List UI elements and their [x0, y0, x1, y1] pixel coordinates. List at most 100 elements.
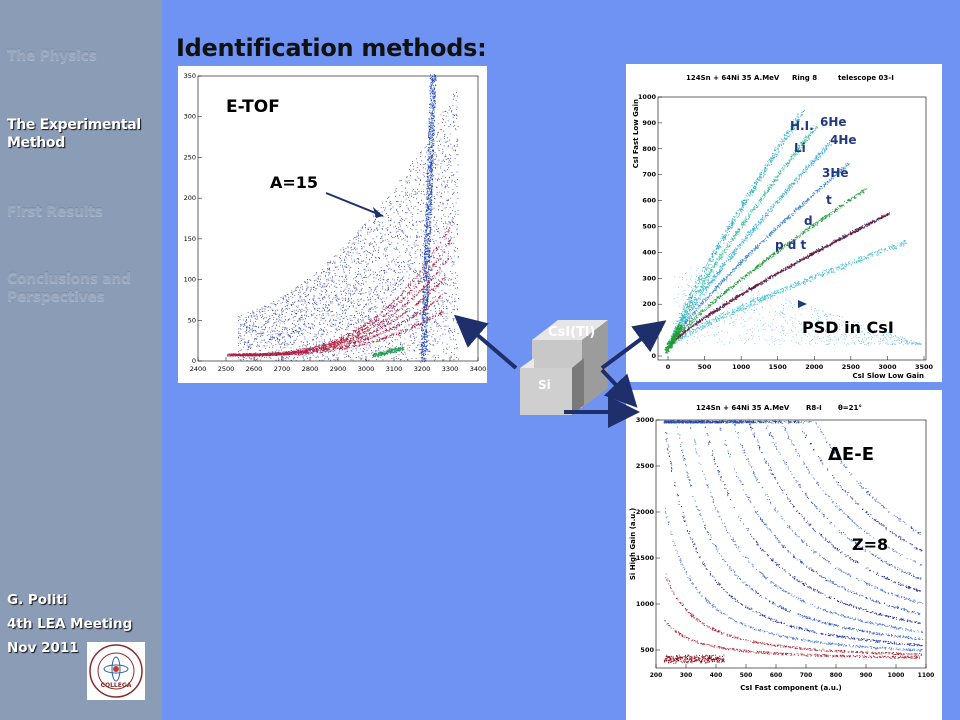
psd-y-tick-9: 900	[642, 119, 656, 127]
dee-x-tick-6: 800	[830, 672, 843, 679]
dee-ylabel: Si High Gain (a.u.)	[629, 508, 637, 580]
dee-x-tick-0: 200	[650, 672, 663, 679]
dee-x-tick-9: 1100	[918, 672, 935, 679]
psd-label-li: Li	[794, 141, 806, 155]
page-title: Identification methods:	[176, 34, 487, 62]
etof-y-tick-4: 200	[184, 194, 196, 202]
psd-header-ring: Ring 8	[792, 74, 817, 82]
psd-y-tick-6: 600	[642, 197, 656, 205]
psd-label-he4: 4He	[830, 133, 857, 147]
dee-header-run: R8-I	[806, 404, 822, 412]
dee-header-reaction: 124Sn + 64Ni 35 A.MeV	[696, 404, 790, 412]
dee-y-tick-2: 1500	[636, 554, 655, 562]
etof-x-tick-9: 3300	[442, 365, 459, 373]
dee-x-tick-5: 700	[800, 672, 813, 679]
psd-x-tick-2: 1000	[732, 363, 751, 371]
psd-y-tick-8: 800	[642, 145, 656, 153]
psd-frame	[657, 96, 927, 361]
psd-plot: 124Sn + 64Ni 35 A.MeV Ring 8 telescope 03-…	[626, 64, 942, 382]
psd-y-tick-7: 700	[642, 171, 656, 179]
etof-annotation-arrowhead	[373, 207, 383, 218]
dee-x-tick-7: 900	[860, 672, 873, 679]
etof-x-tick-4: 2800	[302, 365, 319, 373]
detector-diagram	[453, 314, 667, 428]
dee-z-band-2	[665, 573, 922, 656]
csi-label: CsI(Tl)	[548, 325, 596, 340]
psd-band-1	[668, 109, 805, 347]
psd-label-d: d	[804, 214, 813, 228]
etof-y-tick-6: 300	[184, 113, 196, 121]
psd-x-tick-3: 1500	[769, 363, 788, 371]
psd-y-tick-4: 400	[642, 248, 656, 256]
etof-scatter	[238, 92, 459, 362]
psd-y-tick-10: 1000	[638, 93, 657, 101]
etof-y-tick-7: 350	[184, 72, 196, 80]
nav-the-physics[interactable]: The Physics	[7, 48, 97, 64]
dee-low-cluster	[663, 654, 725, 664]
etof-y-tick-2: 100	[184, 276, 196, 284]
etof-x-tick-8: 3200	[414, 365, 431, 373]
dee-x-tick-8: 1000	[888, 672, 905, 679]
dee-z-band-4	[665, 431, 923, 647]
psd-x-tick-0: 0	[666, 363, 671, 371]
psd-x-tick-7: 3500	[915, 363, 934, 371]
etof-x-tick-6: 3000	[358, 365, 375, 373]
detector-block	[520, 320, 608, 415]
dee-z-band-6	[664, 420, 923, 633]
nav-first-results[interactable]: First Results	[7, 204, 103, 220]
main-content: Identification methods: 2400 2500 2600 2700…	[162, 0, 960, 720]
psd-x-tick-6: 3000	[878, 363, 897, 371]
psd-label-he3: 3He	[822, 166, 849, 180]
psd-band-3	[668, 140, 834, 346]
etof-y-tick-3: 150	[184, 235, 196, 243]
dee-label: ΔE-E	[828, 444, 874, 465]
dee-y-tick-4: 2500	[636, 462, 655, 470]
dee-xlabel: CsI Fast component (a.u.)	[740, 684, 841, 692]
psd-gamma-scatter	[673, 267, 922, 346]
nav-experimental-method[interactable]: The Experimental Method	[7, 117, 141, 151]
etof-label: E-TOF	[226, 97, 280, 117]
dee-x-tick-3: 500	[740, 672, 753, 679]
dee-z-band-1	[664, 620, 921, 659]
psd-chart: 124Sn + 64Ni 35 A.MeV Ring 8 telescope 03-…	[632, 74, 934, 380]
nav-conclusions[interactable]: Conclusions and Perspectives	[7, 271, 131, 305]
dee-z-band-14	[665, 420, 921, 535]
etof-y-tick-0: 0	[192, 357, 196, 365]
dee-y-tick-5: 3000	[636, 416, 655, 424]
etof-edge	[420, 74, 437, 363]
arrow-to-psd	[600, 320, 667, 370]
dee-y-tick-3: 2000	[636, 508, 655, 516]
psd-label-hi: H.I.	[790, 119, 814, 133]
psd-x-tick-4: 2000	[805, 363, 824, 371]
arrow-to-etof	[453, 314, 518, 370]
psd-xlabel: CsI Slow Low Gain	[852, 372, 924, 380]
psd-label-t: t	[826, 193, 832, 207]
dee-y-tick-0: 500	[640, 646, 654, 654]
etof-x-tick-7: 3100	[386, 365, 403, 373]
psd-label-pdt: p d t	[775, 238, 807, 252]
dee-x-tick-4: 600	[770, 672, 783, 679]
meeting-name: 4th LEA Meeting	[7, 616, 133, 632]
psd-y-tick-3: 300	[642, 274, 656, 282]
psd-caption: PSD in CsI	[802, 318, 894, 337]
logo-text: COLLEGA	[101, 682, 132, 689]
si-label: Si	[538, 378, 551, 392]
dee-header-angle: θ=21°	[838, 404, 862, 412]
sidebar: The Physics The Experimental Method Firs…	[0, 0, 162, 720]
etof-x-tick-5: 2900	[330, 365, 347, 373]
etof-x-tick-0: 2400	[190, 365, 207, 373]
psd-y-tick-5: 500	[642, 223, 656, 231]
etof-x-tick-1: 2500	[218, 365, 235, 373]
psd-label-he6: 6He	[820, 115, 847, 129]
etof-x-tick-10: 3400	[470, 365, 487, 373]
etof-mass-curve-6	[227, 311, 445, 357]
etof-x-tick-3: 2700	[274, 365, 291, 373]
dee-annotation: Z=8	[852, 535, 889, 554]
lea-logo: COLLEGA	[87, 642, 145, 700]
etof-data-region	[197, 74, 479, 363]
dee-data-region	[663, 420, 924, 664]
etof-y-tick-5: 250	[184, 153, 196, 161]
etof-chart: 2400 2500 2600 2700 2800 2900 3000 3100 3200 3300…	[184, 72, 487, 373]
psd-data-region	[664, 109, 922, 354]
psd-header-telescope: telescope 03-I	[838, 74, 894, 82]
